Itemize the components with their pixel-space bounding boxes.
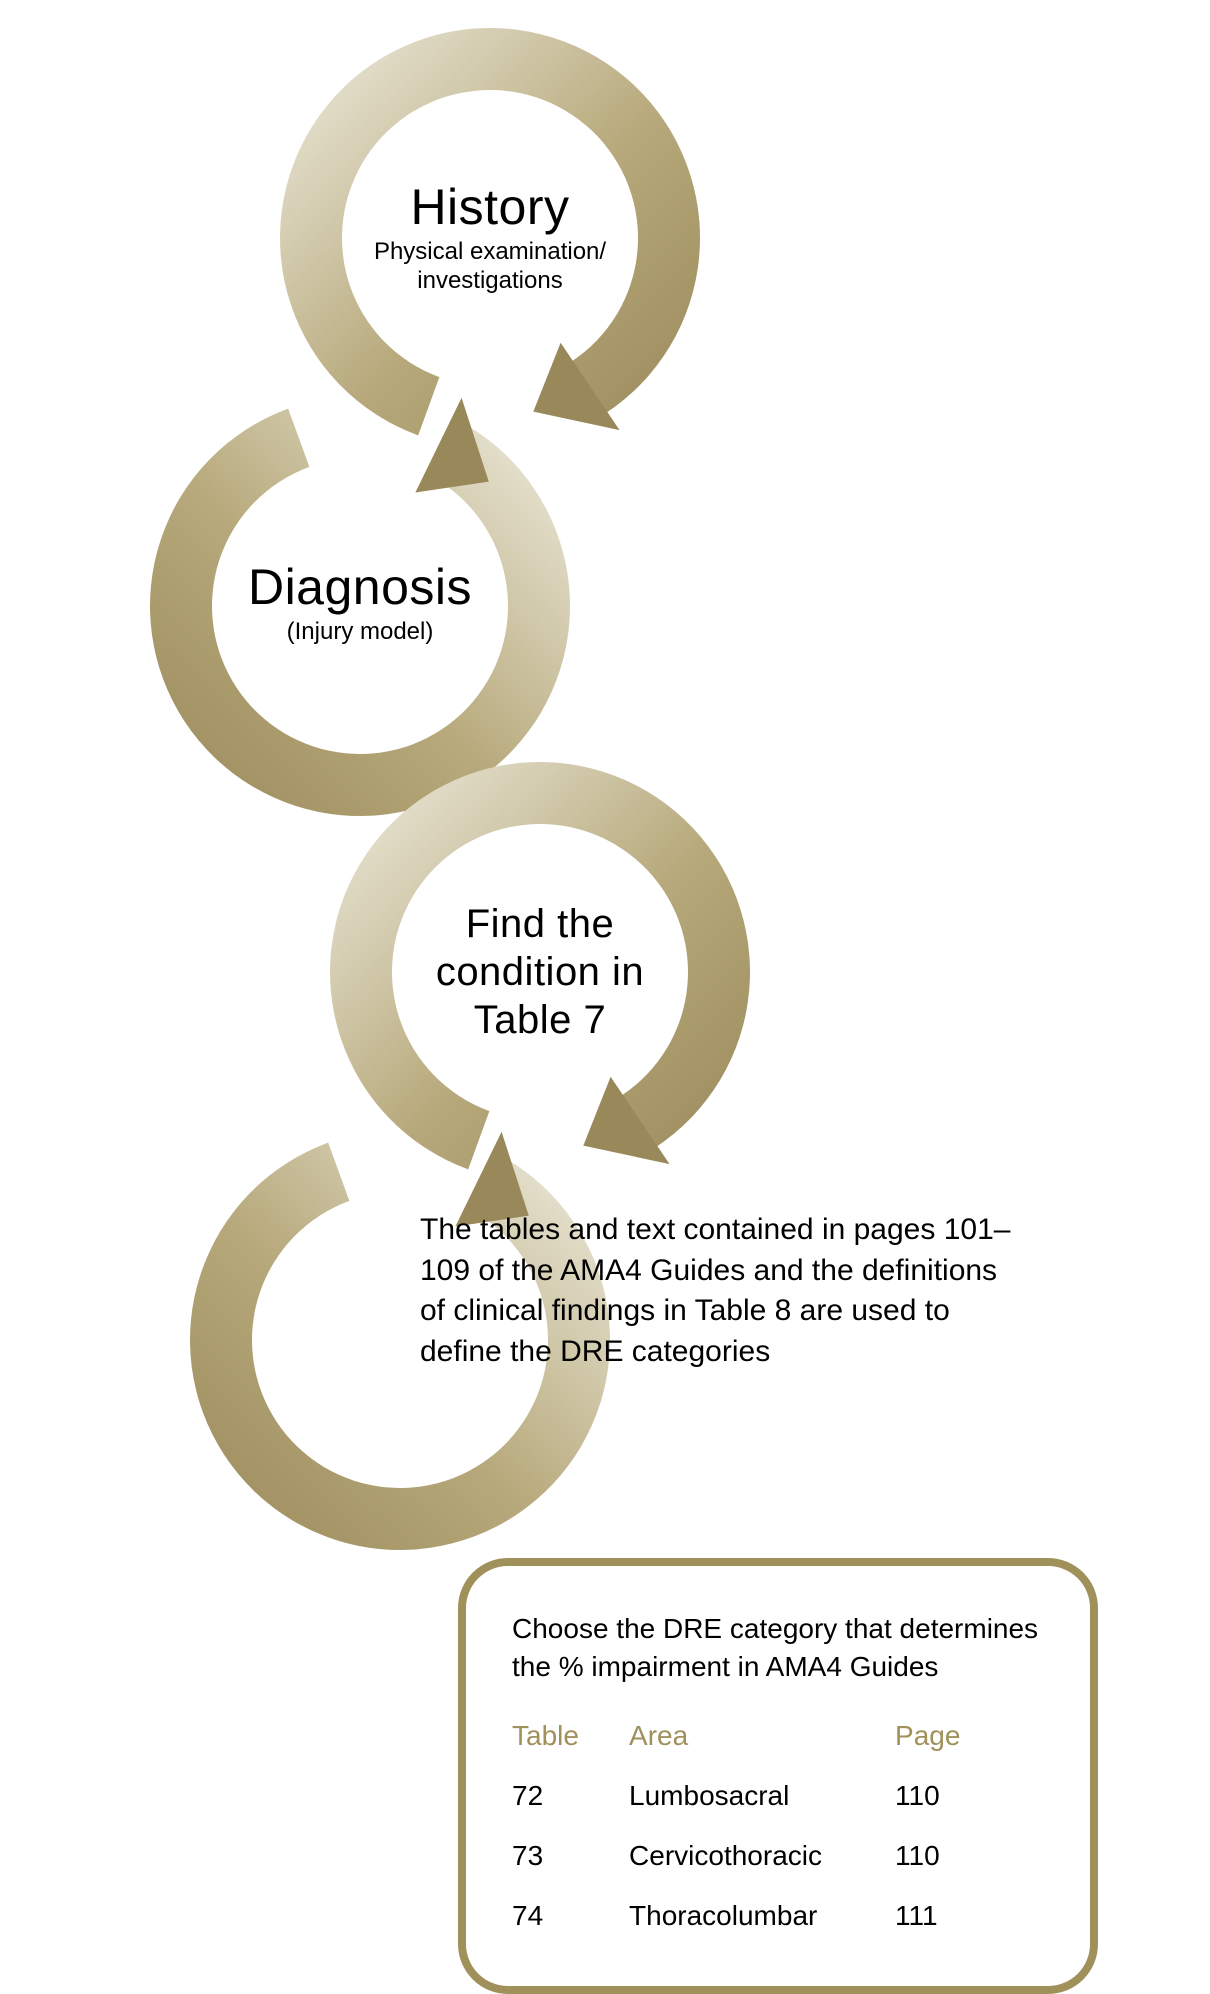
node-find-condition: Find the condition in Table 7 <box>400 900 680 1044</box>
table-cell: 111 <box>895 1886 1044 1946</box>
node-history-subtitle: Physical examination/ investigations <box>330 238 650 296</box>
table-cell: Lumbosacral <box>629 1766 895 1826</box>
table-row: 72Lumbosacral110 <box>512 1766 1044 1826</box>
table-cell: Cervicothoracic <box>629 1826 895 1886</box>
table-cell: 74 <box>512 1886 629 1946</box>
table-header: Area <box>629 1710 895 1766</box>
table-row: 73Cervicothoracic110 <box>512 1826 1044 1886</box>
table-cell: 110 <box>895 1766 1044 1826</box>
node-find-condition-title: Find the condition in Table 7 <box>400 900 680 1044</box>
panel-heading: Choose the DRE category that determines … <box>512 1610 1044 1686</box>
table-row: 74Thoracolumbar111 <box>512 1886 1044 1946</box>
table-cell: 73 <box>512 1826 629 1886</box>
table-header: Table <box>512 1710 629 1766</box>
table-header: Page <box>895 1710 1044 1766</box>
node-history: History Physical examination/ investigat… <box>330 178 650 296</box>
table-cell: Thoracolumbar <box>629 1886 895 1946</box>
node-history-title: History <box>330 178 650 236</box>
node-diagnosis-subtitle: (Injury model) <box>200 618 520 646</box>
table-cell: 110 <box>895 1826 1044 1886</box>
node-diagnosis-title: Diagnosis <box>200 558 520 616</box>
table-cell: 72 <box>512 1766 629 1826</box>
node-diagnosis: Diagnosis (Injury model) <box>200 558 520 646</box>
node-dre-paragraph: The tables and text contained in pages 1… <box>420 1210 1020 1372</box>
dre-category-panel: Choose the DRE category that determines … <box>458 1558 1098 1994</box>
dre-table: TableAreaPage 72Lumbosacral11073Cervicot… <box>512 1710 1044 1946</box>
